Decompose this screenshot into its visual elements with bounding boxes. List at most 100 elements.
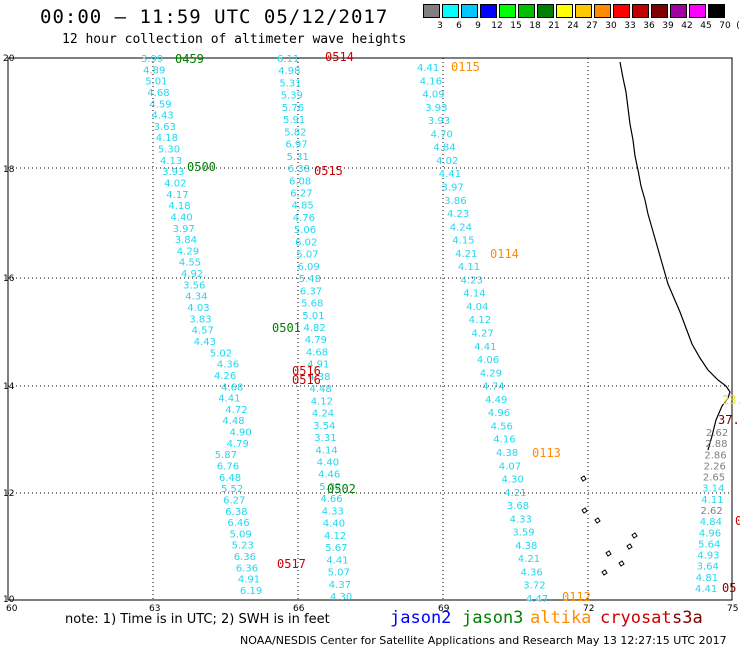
wave-height-value: 4.23 [461, 275, 483, 286]
edge-label: 37.3 [718, 413, 740, 427]
legend-label: 33 [624, 21, 636, 31]
wave-height-value: 5.39 [281, 91, 303, 102]
wave-height-value: 4.36 [217, 360, 239, 371]
wave-height-value: 4.30 [330, 592, 352, 603]
wave-height-value: 4.18 [168, 201, 190, 212]
legend-swatch [689, 4, 706, 18]
wave-height-value: 6.38 [288, 164, 310, 175]
wave-height-value: 5.87 [215, 450, 237, 461]
y-axis-label: 20 [3, 54, 15, 64]
wave-height-value: 6.97 [285, 140, 307, 151]
wave-height-value: 3.56 [183, 280, 205, 291]
legend-unit: (ft) [736, 21, 740, 31]
wave-height-value: 4.82 [304, 323, 326, 334]
wave-height-value: 4.11 [458, 262, 480, 273]
wave-height-value: 4.21 [455, 249, 477, 260]
island-shape [580, 475, 587, 482]
legend-label: 39 [662, 21, 674, 31]
wave-height-value: 4.14 [316, 445, 338, 456]
y-axis-label: 16 [3, 274, 15, 284]
wave-height-value: 4.07 [499, 461, 521, 472]
legend-swatch [537, 4, 554, 18]
wave-height-value: 5.32 [319, 482, 341, 493]
pass-label: 0113 [532, 446, 561, 460]
wave-height-value: 5.07 [328, 568, 350, 579]
wave-height-value: 2.62 [701, 506, 723, 517]
wave-height-value: 6.09 [298, 262, 320, 273]
wave-height-value: 3.86 [444, 196, 466, 207]
wave-height-value: 5.23 [232, 541, 254, 552]
wave-height-value: 6.11 [277, 54, 299, 65]
wave-height-value: 3.93 [162, 167, 184, 178]
legend-swatch [575, 4, 592, 18]
wave-height-value: 4.41 [695, 584, 717, 595]
satellite-name: jason2 [390, 608, 452, 628]
wave-height-value: 4.84 [700, 517, 722, 528]
coastline-path [619, 61, 731, 451]
page-title: 00:00 – 11:59 UTC 05/12/2017 [40, 6, 389, 28]
x-axis-label: 66 [293, 604, 305, 614]
wave-height-value: 3.64 [697, 562, 719, 573]
coastline [580, 61, 731, 576]
wave-height-value: 4.55 [179, 258, 201, 269]
legend-swatch [556, 4, 573, 18]
wave-height-value: 4.16 [420, 76, 442, 87]
wave-height-value: 3.63 [154, 122, 176, 133]
wave-height-value: 6.46 [227, 518, 249, 529]
wave-height-value: 4.26 [214, 371, 236, 382]
wave-height-value: 4.33 [322, 506, 344, 517]
wave-height-value: 4.89 [143, 65, 165, 76]
wave-height-value: 4.72 [225, 405, 247, 416]
wave-height-value: 4.40 [323, 519, 345, 530]
wave-height-value: 6.36 [234, 552, 256, 563]
wave-height-value: 4.93 [697, 551, 719, 562]
wave-height-value: 4.48 [222, 416, 244, 427]
wave-height-value: 6.27 [223, 495, 245, 506]
wave-height-value: 3.93 [428, 116, 450, 127]
wave-height-value: 4.41 [474, 342, 496, 353]
satellite-name: s3a [672, 608, 703, 628]
wave-height-value: 3.93 [425, 103, 447, 114]
wave-height-value: 3.84 [175, 235, 197, 246]
wave-height-value: 4.48 [310, 384, 332, 395]
wave-height-value: 4.21 [504, 488, 526, 499]
altimeter-tracks: 3.994.895.014.684.594.433.634.185.304.13… [141, 54, 728, 605]
x-axis-label: 69 [438, 604, 450, 614]
wave-height-value: 4.81 [696, 573, 718, 584]
wave-height-value: 3.14 [702, 484, 724, 495]
legend-swatch [670, 4, 687, 18]
wave-height-value: 5.48 [299, 274, 321, 285]
wave-height-value: 4.43 [194, 337, 216, 348]
wave-height-value: 4.96 [699, 528, 721, 539]
wave-height-value: 4.79 [305, 335, 327, 346]
legend-swatch [480, 4, 497, 18]
island-shape [581, 507, 588, 514]
legend-swatch [651, 4, 668, 18]
island-shape [594, 517, 601, 524]
legend-label: 36 [643, 21, 655, 31]
pass-label: 0517 [277, 557, 306, 571]
legend-label: 6 [456, 21, 462, 31]
edge-label: 23. [722, 393, 740, 407]
legend-label: 18 [529, 21, 541, 31]
wave-height-value: 4.36 [521, 568, 543, 579]
y-axis-label: 14 [3, 382, 15, 392]
legend-label: 15 [510, 21, 522, 31]
pass-label: 0501 [272, 321, 301, 335]
legend-swatch [442, 4, 459, 18]
pass-label: 0502 [327, 482, 356, 496]
wave-height-value: 3.83 [189, 314, 211, 325]
map-subtitle: 12 hour collection of altimeter wave hei… [62, 32, 407, 47]
axis-labels: 60 63 66 69 72 75 10 12 14 16 18 20 [3, 54, 738, 614]
legend-swatch [423, 4, 440, 18]
wave-height-value: 4.84 [433, 143, 455, 154]
pass-label: 0514 [325, 50, 354, 64]
wave-height-value: 4.12 [324, 531, 346, 542]
legend-swatch [499, 4, 516, 18]
island-shape [601, 569, 608, 576]
island-shape [605, 550, 612, 557]
map-frame [7, 57, 733, 601]
wave-height-value: 5.06 [294, 225, 316, 236]
wave-height-value: 4.70 [431, 129, 453, 140]
